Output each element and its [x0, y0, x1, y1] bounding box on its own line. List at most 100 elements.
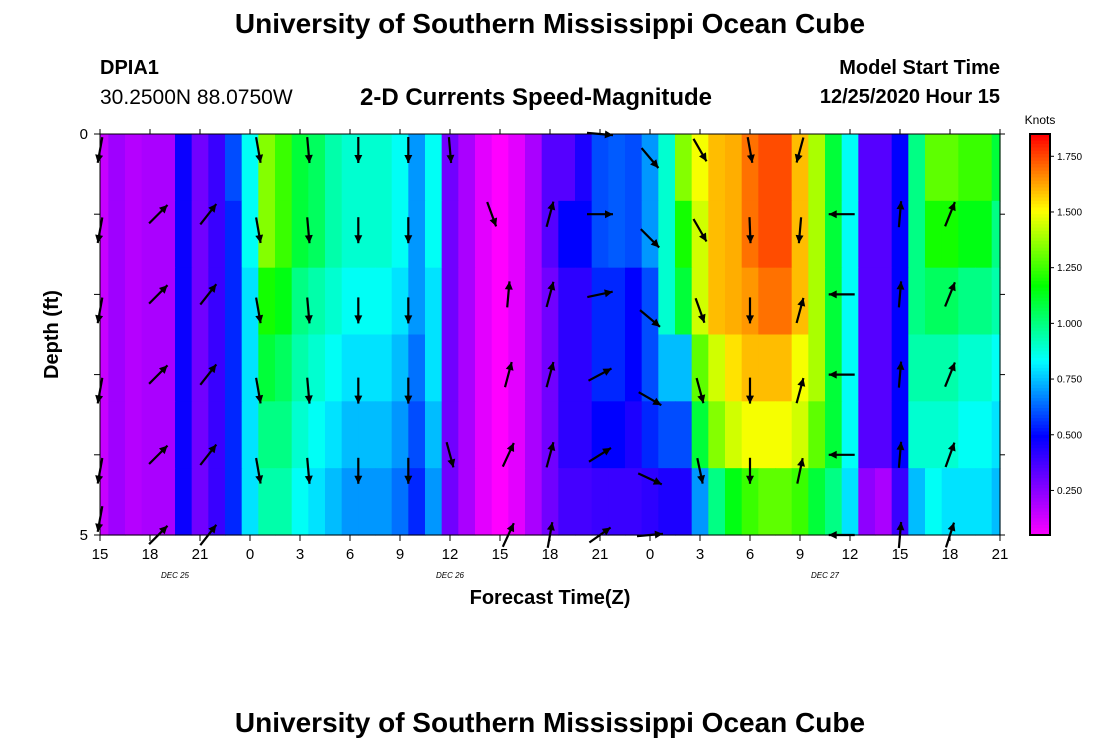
- current-vector: [828, 450, 855, 459]
- heatmap-cell: [991, 401, 1001, 469]
- current-vector: [794, 137, 805, 163]
- heatmap-cell: [975, 334, 993, 402]
- x-tick-label: 21: [992, 546, 1009, 563]
- heatmap-cell: [408, 267, 426, 336]
- heatmap-cell: [241, 468, 259, 536]
- heatmap-cell: [825, 267, 843, 336]
- current-vector: [148, 204, 169, 225]
- current-vector: [795, 217, 804, 244]
- colorbar-segment: [1030, 354, 1050, 359]
- colorbar-segment: [1030, 140, 1050, 145]
- heatmap-cell: [941, 468, 959, 536]
- heatmap-cell: [958, 334, 976, 402]
- colorbar-segment: [1030, 184, 1050, 189]
- heatmap-cell: [625, 200, 643, 269]
- colorbar-segment: [1030, 374, 1050, 379]
- heatmap-cell: [225, 468, 243, 536]
- heatmap-cell: [791, 134, 809, 202]
- heatmap-cell: [258, 468, 276, 536]
- heatmap-cell: [308, 401, 326, 469]
- colorbar-segment: [1030, 167, 1050, 172]
- heatmap-cell: [575, 468, 593, 536]
- heatmap-cell: [808, 134, 826, 202]
- colorbar-segment: [1030, 364, 1050, 369]
- heatmap-cell: [825, 468, 843, 536]
- heatmap-cell: [758, 334, 776, 402]
- colorbar-tick-label: 0.750: [1057, 375, 1082, 386]
- heatmap-cell: [741, 134, 759, 202]
- heatmap-cell: [175, 200, 193, 269]
- colorbar-segment: [1030, 344, 1050, 349]
- colorbar-segment: [1030, 247, 1050, 252]
- heatmap-cell: [975, 267, 993, 336]
- heatmap-cell: [341, 401, 359, 469]
- current-vector: [501, 442, 515, 468]
- colorbar-tick-label: 1.250: [1057, 263, 1082, 274]
- colorbar-segment: [1030, 518, 1050, 523]
- heatmap-cell: [275, 468, 293, 536]
- heatmap-cell: [525, 468, 543, 536]
- current-vector: [404, 217, 413, 244]
- heatmap-cell: [675, 134, 693, 202]
- heatmap-cell: [425, 200, 443, 269]
- heatmap-cell: [191, 468, 209, 536]
- current-vector: [828, 210, 855, 219]
- heatmap-cell: [125, 468, 143, 536]
- heatmap-cell: [125, 401, 143, 469]
- current-vector: [828, 290, 855, 299]
- heatmap-cell: [325, 134, 343, 202]
- colorbar-segment: [1030, 531, 1050, 536]
- current-vector: [694, 297, 706, 324]
- heatmap-cell: [975, 401, 993, 469]
- x-axis-label: Forecast Time(Z): [470, 587, 631, 609]
- colorbar-segment: [1030, 421, 1050, 426]
- heatmap-cell: [925, 200, 943, 269]
- current-vector: [746, 377, 754, 404]
- heatmap-cell: [191, 134, 209, 202]
- current-vector: [944, 362, 956, 388]
- heatmap-cell: [891, 468, 909, 536]
- colorbar-segment: [1030, 187, 1050, 192]
- colorbar-segment: [1030, 414, 1050, 419]
- heatmap-cell: [225, 401, 243, 469]
- heatmap-cell: [975, 468, 993, 536]
- heatmap-cell: [708, 267, 726, 336]
- current-vector: [445, 441, 456, 468]
- heatmap-cell: [808, 267, 826, 336]
- heatmap-cell: [358, 334, 376, 402]
- colorbar-segment: [1030, 438, 1050, 443]
- heatmap-cell: [308, 267, 326, 336]
- heatmap-cell: [158, 200, 176, 269]
- heatmap-cell: [691, 200, 709, 269]
- heatmap-cell: [100, 468, 109, 536]
- heatmap-cell: [391, 134, 409, 202]
- current-vector: [944, 201, 956, 227]
- colorbar-segment: [1030, 237, 1050, 242]
- heatmap-cell: [775, 401, 793, 469]
- heatmap-cell: [658, 334, 676, 402]
- heatmap-cell: [291, 401, 309, 469]
- colorbar-segment: [1030, 464, 1050, 469]
- heatmap-cell: [725, 134, 743, 202]
- colorbar-segment: [1030, 150, 1050, 155]
- heatmap-cell: [975, 200, 993, 269]
- heatmap-cell: [641, 200, 659, 269]
- colorbar-segment: [1030, 321, 1050, 326]
- date-label: DEC 27: [811, 571, 840, 580]
- heatmap-cell: [591, 267, 609, 336]
- heatmap-cell: [658, 468, 676, 536]
- current-vector: [746, 217, 755, 244]
- heatmap-cell: [191, 334, 209, 402]
- heatmap-cell: [625, 134, 643, 202]
- current-vector: [795, 297, 806, 324]
- current-vector: [545, 441, 556, 468]
- heatmap-cell: [141, 200, 159, 269]
- plot-title: 2-D Currents Speed-Magnitude: [360, 84, 713, 111]
- heatmap-cell: [675, 401, 693, 469]
- colorbar-segment: [1030, 371, 1050, 376]
- colorbar-segment: [1030, 147, 1050, 152]
- heatmap-cell: [908, 401, 926, 469]
- colorbar-segment: [1030, 197, 1050, 202]
- heatmap-cell: [841, 468, 859, 536]
- heatmap-cell: [608, 134, 626, 202]
